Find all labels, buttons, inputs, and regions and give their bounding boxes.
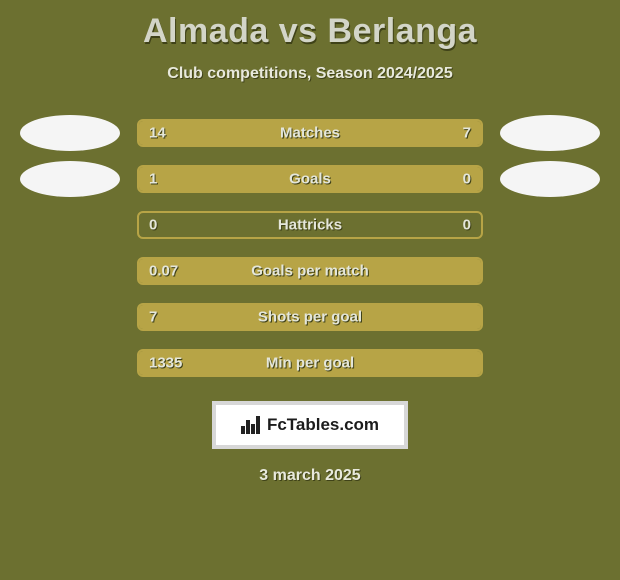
bar-fill-left (139, 167, 399, 191)
stat-bar: 1 Goals 0 (137, 165, 483, 193)
stat-row: 14 Matches 7 (10, 119, 610, 147)
stat-left-value: 14 (149, 125, 166, 142)
stat-left-value: 7 (149, 309, 157, 326)
stat-right-value: 0 (463, 171, 471, 188)
stat-row: 0.07 Goals per match (10, 257, 610, 285)
stat-bar: 14 Matches 7 (137, 119, 483, 147)
stat-left-value: 0 (149, 217, 157, 234)
player-photo-right (500, 161, 600, 197)
stat-right-value: 0 (463, 217, 471, 234)
stat-row: 1335 Min per goal (10, 349, 610, 377)
stat-label: Hattricks (278, 217, 342, 234)
stat-label: Matches (280, 125, 340, 142)
player-photo-right (500, 115, 600, 151)
player-photo-left (20, 115, 120, 151)
card-title: Almada vs Berlanga (0, 12, 620, 51)
stat-label: Goals per match (251, 263, 369, 280)
player-photo-left (20, 161, 120, 197)
stat-bar: 7 Shots per goal (137, 303, 483, 331)
stat-bar: 1335 Min per goal (137, 349, 483, 377)
stat-left-value: 1 (149, 171, 157, 188)
fctables-logo[interactable]: FcTables.com (212, 401, 408, 449)
card-date: 3 march 2025 (0, 467, 620, 485)
logo-text: FcTables.com (267, 415, 379, 435)
stat-label: Min per goal (266, 355, 354, 372)
stat-left-value: 1335 (149, 355, 182, 372)
stat-row: 0 Hattricks 0 (10, 211, 610, 239)
card-subtitle: Club competitions, Season 2024/2025 (0, 65, 620, 83)
stat-row: 7 Shots per goal (10, 303, 610, 331)
stat-right-value: 7 (463, 125, 471, 142)
stat-label: Goals (289, 171, 331, 188)
stat-bar: 0.07 Goals per match (137, 257, 483, 285)
stat-rows: 14 Matches 7 1 Goals 0 0 Hattricks 0 0.07 Goals pe… (0, 119, 620, 377)
stat-row: 1 Goals 0 (10, 165, 610, 193)
comparison-card: Almada vs Berlanga Club competitions, Se… (0, 0, 620, 580)
stat-label: Shots per goal (258, 309, 362, 326)
stat-left-value: 0.07 (149, 263, 178, 280)
logo-bars-icon (241, 416, 261, 434)
stat-bar: 0 Hattricks 0 (137, 211, 483, 239)
